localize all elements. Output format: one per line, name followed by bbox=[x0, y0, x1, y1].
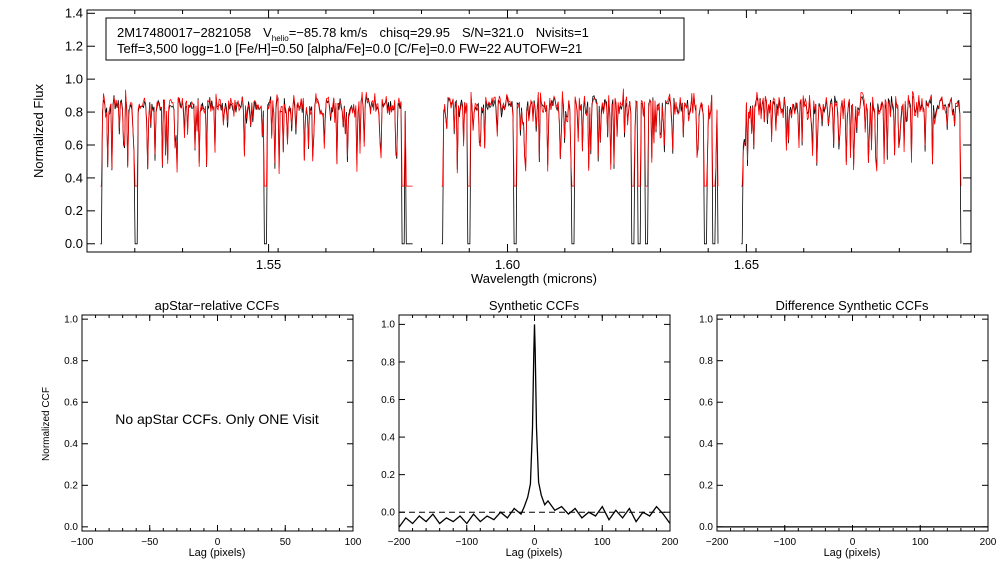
spectrum-x-tick-label: 1.55 bbox=[256, 257, 281, 272]
synthetic-ccf-y-tick-label: 0.6 bbox=[381, 395, 395, 406]
difference-ccf-x-tick-label: −200 bbox=[706, 537, 729, 548]
synthetic-ccf-line bbox=[398, 324, 671, 528]
info-vhelio-value: =−85.78 km/s bbox=[289, 25, 368, 40]
no-ccf-message: No apStar CCFs. Only ONE Visit bbox=[115, 411, 319, 427]
synthetic-ccf-panel: Synthetic CCFs −200 −100 0 100 200 0.0 0.2 0.4 0… bbox=[381, 298, 679, 559]
synthetic-ccf-axes: −200 −100 0 100 200 0.0 0.2 0.4 0.6 0.8 1.0 bbox=[381, 315, 679, 548]
difference-ccf-y-tick-label: 0.6 bbox=[699, 398, 713, 409]
synthetic-ccf-y-tick-label: 0.0 bbox=[381, 508, 395, 519]
spectrum-y-tick-label: 1.4 bbox=[65, 6, 83, 21]
spectrum-x-tick-label: 1.65 bbox=[734, 257, 759, 272]
apstar-ccf-x-axis-label: Lag (pixels) bbox=[189, 547, 246, 559]
apstar-ccf-y-tick-label: 0.4 bbox=[64, 439, 78, 450]
info-vhelio-symbol: V bbox=[263, 25, 272, 40]
apstar-ccf-panel: apStar−relative CCFs −100 −50 0 50 100 0.0 0.2… bbox=[41, 298, 362, 559]
synthetic-ccf-x-tick-label: −100 bbox=[455, 537, 478, 548]
difference-ccf-x-axis-label: Lag (pixels) bbox=[824, 547, 881, 559]
apstar-ccf-y-tick-label: 0.0 bbox=[64, 522, 78, 533]
synthetic-ccf-x-tick-label: 200 bbox=[662, 537, 679, 548]
synthetic-ccf-x-axis-label: Lag (pixels) bbox=[506, 547, 563, 559]
synthetic-ccf-y-tick-label: 0.4 bbox=[381, 432, 395, 443]
apstar-ccf-y-tick-label: 0.2 bbox=[64, 481, 78, 492]
synthetic-ccf-x-tick-label: 0 bbox=[532, 537, 538, 548]
info-vhelio-subscript: helio bbox=[272, 34, 289, 43]
spectrum-y-tick-label: 1.2 bbox=[65, 39, 83, 54]
spectrum-x-tick-label: 1.60 bbox=[495, 257, 520, 272]
synthetic-ccf-y-tick-label: 1.0 bbox=[381, 320, 395, 331]
synthetic-ccf-x-tick-label: −200 bbox=[388, 537, 411, 548]
apstar-ccf-y-tick-label: 0.8 bbox=[64, 356, 78, 367]
difference-ccf-panel: Difference Synthetic CCFs −200 −100 0 100 20… bbox=[699, 298, 997, 559]
spectrum-y-tick-label: 0.6 bbox=[65, 137, 83, 152]
spectrum-y-tick-label: 0.4 bbox=[65, 170, 83, 185]
difference-ccf-plot-frame bbox=[716, 314, 989, 532]
spectrum-plot-frame bbox=[86, 9, 972, 253]
spectrum-x-axis-label: Wavelength (microns) bbox=[471, 271, 597, 286]
difference-ccf-y-tick-label: 0.0 bbox=[699, 522, 713, 533]
difference-ccf-x-tick-label: 0 bbox=[850, 537, 856, 548]
synthetic-ccf-x-tick-label: 100 bbox=[594, 537, 611, 548]
spectrum-data-layer bbox=[100, 88, 962, 245]
apstar-ccf-x-tick-label: 100 bbox=[345, 537, 362, 548]
apstar-ccf-title: apStar−relative CCFs bbox=[155, 298, 280, 313]
synthetic-ccf-y-tick-label: 0.8 bbox=[381, 357, 395, 368]
synthetic-ccf-data-layer bbox=[398, 324, 671, 528]
difference-ccf-y-tick-label: 0.4 bbox=[699, 439, 713, 450]
model-spectrum-line bbox=[100, 88, 962, 187]
info-stellar-parameters: Teff=3,500 logg=1.0 [Fe/H]=0.50 [alpha/F… bbox=[117, 41, 582, 56]
difference-ccf-axes: −200 −100 0 100 200 0.0 0.2 0.4 0.6 0.8 1.0 bbox=[699, 314, 997, 548]
difference-ccf-x-tick-label: 100 bbox=[912, 537, 929, 548]
info-chisq: chisq=29.95 bbox=[379, 25, 449, 40]
apstar-ccf-y-tick-label: 1.0 bbox=[64, 314, 78, 325]
difference-ccf-y-tick-label: 1.0 bbox=[699, 314, 713, 325]
apstar-ccf-x-tick-label: 50 bbox=[280, 537, 292, 548]
spectrum-axes: 1.55 1.60 1.65 0.0 0.2 0.4 0.6 0.8 1.0 1.2 1.4 bbox=[65, 6, 971, 272]
synthetic-ccf-title: Synthetic CCFs bbox=[489, 298, 580, 313]
apstar-ccf-x-tick-label: −100 bbox=[71, 537, 94, 548]
difference-ccf-x-tick-label: −100 bbox=[773, 537, 796, 548]
spectrum-y-tick-label: 1.0 bbox=[65, 71, 83, 86]
difference-ccf-title: Difference Synthetic CCFs bbox=[776, 298, 929, 313]
difference-ccf-y-tick-label: 0.2 bbox=[699, 481, 713, 492]
spectrum-y-tick-label: 0.0 bbox=[65, 236, 83, 251]
spectrum-y-axis-label: Normalized Flux bbox=[31, 84, 46, 178]
synthetic-ccf-y-tick-label: 0.2 bbox=[381, 470, 395, 481]
apstar-ccf-axes: −100 −50 0 50 100 0.0 0.2 0.4 0.6 0.8 1.0 bbox=[64, 314, 362, 548]
spectrum-info-box: 2M17480017−2821058 Vhelio=−85.78 km/s chis… bbox=[105, 17, 685, 61]
info-star-id: 2M17480017−2821058 bbox=[117, 25, 251, 40]
info-nvisits: Nvisits=1 bbox=[536, 25, 589, 40]
apstar-ccf-x-tick-label: 0 bbox=[215, 537, 221, 548]
info-box-frame bbox=[105, 17, 685, 61]
observed-spectrum-line bbox=[100, 95, 962, 245]
apstar-ccf-y-axis-label: Normalized CCF bbox=[41, 387, 52, 461]
apstar-ccf-x-tick-label: −50 bbox=[141, 537, 158, 548]
difference-ccf-x-tick-label: 200 bbox=[980, 537, 997, 548]
spectrum-y-tick-label: 0.8 bbox=[65, 104, 83, 119]
info-line-1: 2M17480017−2821058 Vhelio=−85.78 km/s chis… bbox=[117, 25, 589, 43]
apstar-ccf-y-tick-label: 0.6 bbox=[64, 398, 78, 409]
spectrum-y-tick-label: 0.2 bbox=[65, 203, 83, 218]
info-signal-to-noise: S/N=321.0 bbox=[462, 25, 524, 40]
spectrum-panel: 1.55 1.60 1.65 0.0 0.2 0.4 0.6 0.8 1.0 1.2 1.4 Wav… bbox=[31, 6, 972, 286]
difference-ccf-y-tick-label: 0.8 bbox=[699, 356, 713, 367]
